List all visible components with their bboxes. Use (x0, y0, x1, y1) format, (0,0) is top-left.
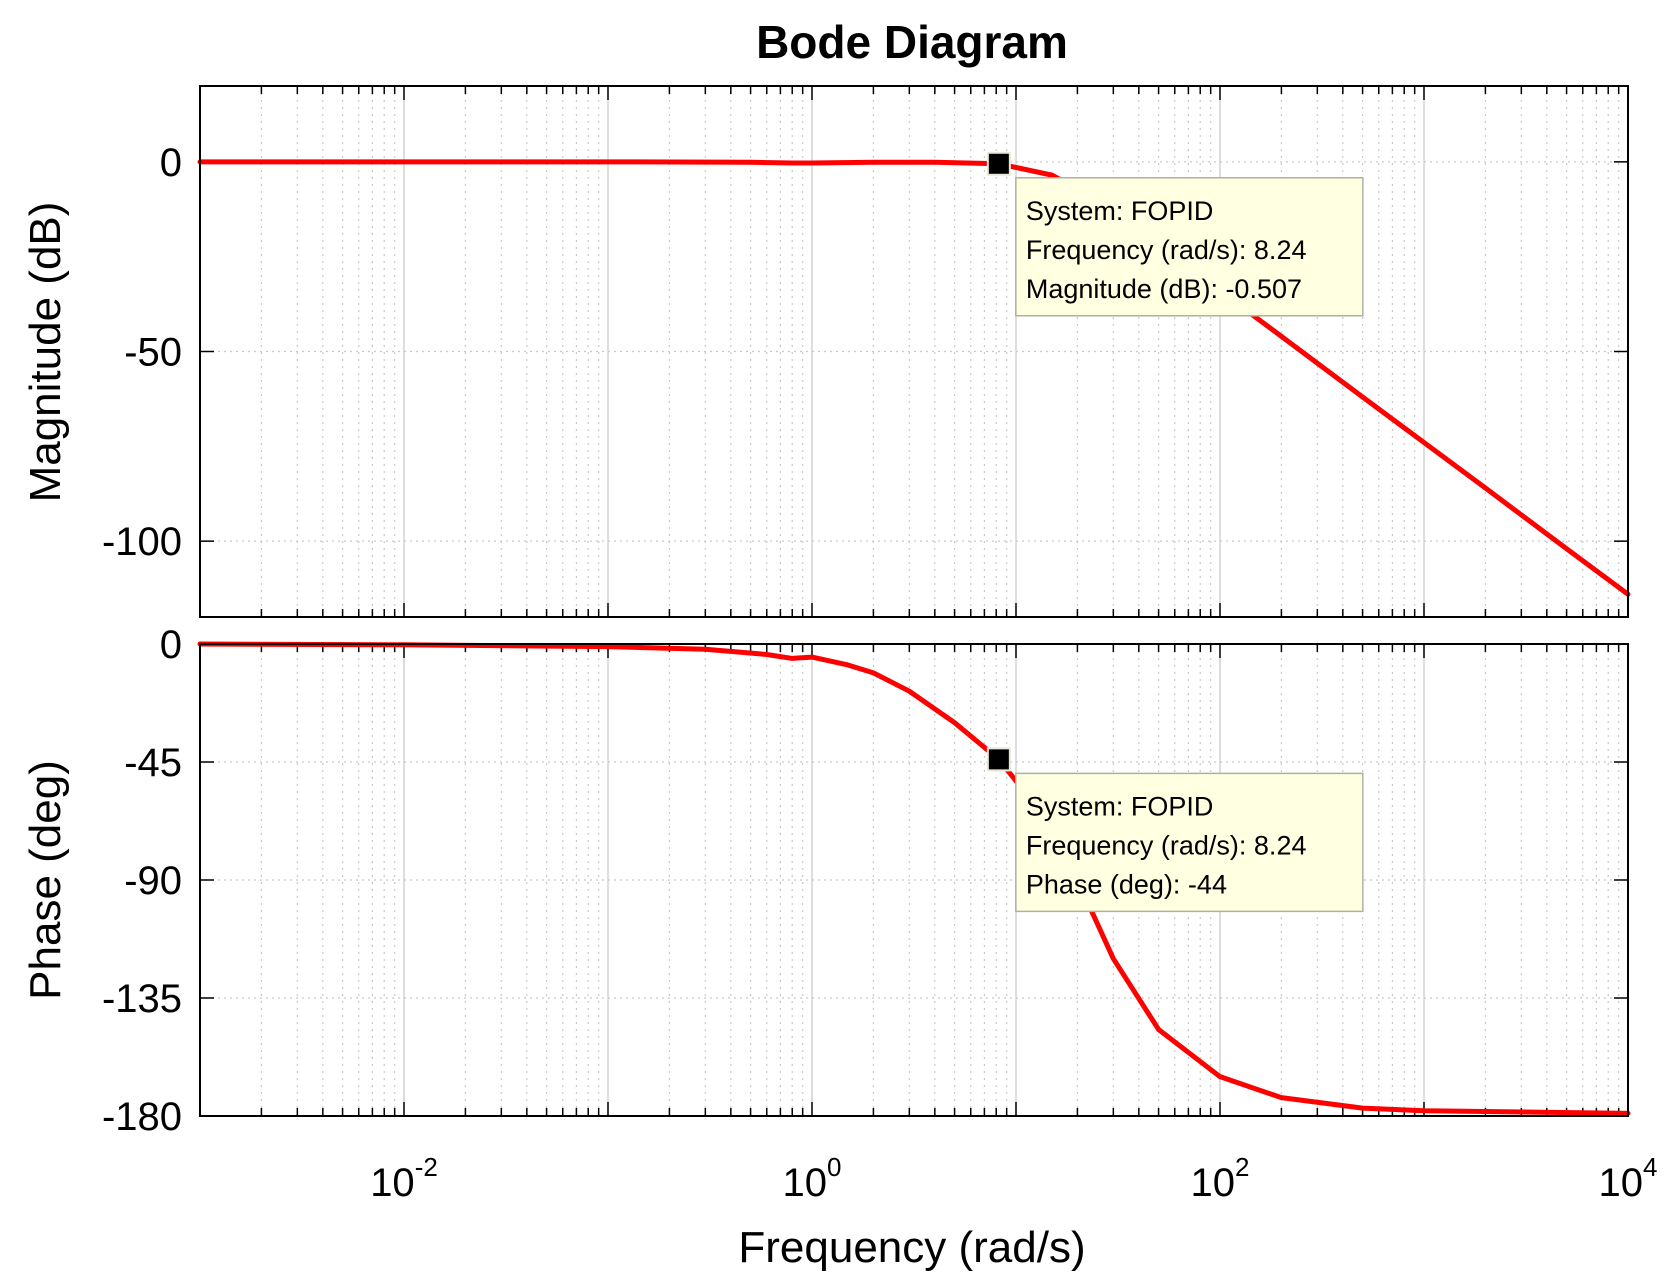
magnitude-panel: 0 -50 -100 System: FOPID Frequency (rad/s): … (102, 85, 1631, 618)
frequency-tick-label: 100 (783, 1152, 842, 1205)
phase-datatip-marker[interactable] (986, 747, 1011, 772)
magnitude-ytick-label: 0 (160, 141, 182, 185)
magnitude-ytick-label: -50 (124, 331, 182, 375)
tick-exponent: 4 (1643, 1152, 1657, 1182)
tick-base: 10 (1599, 1161, 1644, 1205)
phase-ytick-label: -45 (124, 741, 182, 785)
phase-ytick-label: 0 (160, 623, 182, 667)
frequency-tick-label: 104 (1599, 1152, 1658, 1205)
tick-base: 10 (1191, 1161, 1236, 1205)
magnitude-grid (199, 86, 1628, 617)
phase-datatip-line: Phase (deg): -44 (1026, 869, 1227, 899)
chart-title: Bode Diagram (756, 16, 1068, 68)
phase-axes-box (199, 643, 1629, 1117)
tick-base: 10 (783, 1161, 828, 1205)
magnitude-datatip-box[interactable] (1015, 177, 1364, 317)
magnitude-datatip-marker[interactable] (986, 151, 1011, 176)
frequency-axis-label: Frequency (rad/s) (738, 1223, 1085, 1272)
phase-datatip-line: Frequency (rad/s): 8.24 (1026, 830, 1307, 860)
magnitude-datatip-line: Frequency (rad/s): 8.24 (1026, 235, 1307, 265)
magnitude-datatip-line: Magnitude (dB): -0.507 (1026, 274, 1302, 304)
phase-series-line (197, 641, 1631, 1116)
phase-datatip-line: System: FOPID (1026, 791, 1214, 821)
magnitude-ytick-label: -100 (102, 520, 182, 564)
magnitude-axis-label: Magnitude (dB) (21, 202, 70, 503)
tick-exponent: -2 (415, 1152, 438, 1182)
tick-base: 10 (370, 1161, 415, 1205)
magnitude-datatip-line: System: FOPID (1026, 196, 1214, 226)
tick-exponent: 0 (827, 1152, 841, 1182)
frequency-tick-label: 10-2 (370, 1152, 438, 1205)
phase-axis-label: Phase (deg) (21, 760, 70, 1000)
phase-ytick-label: -90 (124, 859, 182, 903)
phase-datatip-box[interactable] (1015, 772, 1364, 913)
tick-exponent: 2 (1235, 1152, 1249, 1182)
phase-ytick-label: -180 (102, 1095, 182, 1139)
frequency-tick-label: 102 (1191, 1152, 1250, 1205)
magnitude-axes-box (199, 85, 1629, 618)
phase-ytick-label: -135 (102, 977, 182, 1021)
